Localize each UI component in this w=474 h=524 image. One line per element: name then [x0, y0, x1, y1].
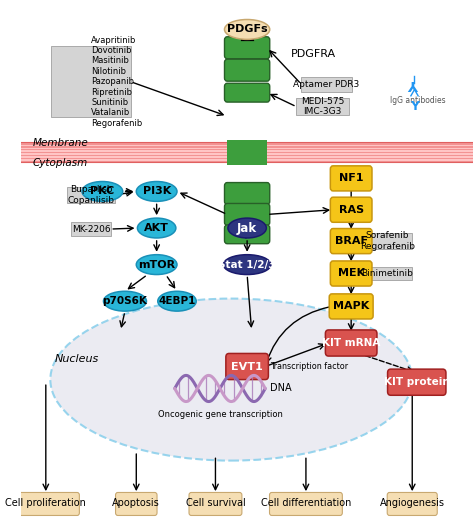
Text: Jak: Jak [237, 222, 257, 235]
FancyBboxPatch shape [387, 493, 437, 516]
Text: Cytoplasm: Cytoplasm [32, 158, 88, 168]
Text: 4EBP1: 4EBP1 [158, 296, 196, 306]
Text: MEDI-575
IMC-3G3: MEDI-575 IMC-3G3 [301, 97, 344, 116]
Ellipse shape [82, 181, 123, 201]
Text: MEK: MEK [337, 268, 365, 278]
Text: PI3K: PI3K [143, 187, 171, 196]
Text: PDGFs: PDGFs [227, 25, 267, 35]
Text: Nucleus: Nucleus [55, 354, 99, 364]
FancyBboxPatch shape [226, 354, 268, 379]
Bar [21, 145, 474, 146]
Text: Stat 1/2/3: Stat 1/2/3 [219, 259, 276, 270]
Bar [21, 143, 474, 145]
FancyBboxPatch shape [329, 294, 373, 319]
Text: EVT1: EVT1 [231, 362, 263, 372]
Bar [21, 158, 474, 159]
FancyBboxPatch shape [270, 493, 342, 516]
Text: p70S6K: p70S6K [102, 296, 147, 306]
FancyBboxPatch shape [363, 267, 411, 280]
Text: Aptamer PDR3: Aptamer PDR3 [293, 80, 359, 89]
FancyBboxPatch shape [72, 222, 111, 236]
Text: Angiogenesis: Angiogenesis [380, 498, 445, 508]
Bar [21, 159, 474, 161]
FancyBboxPatch shape [12, 493, 79, 516]
Text: NF1: NF1 [339, 173, 364, 183]
Text: PDGFRA: PDGFRA [291, 49, 336, 59]
Text: MK-2206: MK-2206 [72, 225, 110, 234]
Text: mTOR: mTOR [138, 259, 175, 270]
Ellipse shape [223, 255, 271, 275]
FancyBboxPatch shape [388, 369, 446, 395]
Bar [21, 155, 474, 156]
Text: RAS: RAS [338, 205, 364, 215]
FancyBboxPatch shape [225, 59, 270, 81]
Text: Cell differentiation: Cell differentiation [261, 498, 351, 508]
Ellipse shape [50, 299, 412, 461]
Text: MAPK: MAPK [333, 301, 369, 311]
FancyBboxPatch shape [225, 225, 270, 244]
Text: Transcription factor: Transcription factor [270, 362, 348, 371]
Ellipse shape [158, 291, 196, 311]
Text: KIT protein: KIT protein [384, 377, 450, 387]
Text: PKC: PKC [90, 187, 115, 196]
Text: Avapritinib
Dovotinib
Masitinib
Nilotinib
Pazopanib
Ripretinib
Sunitinib
Vatalan: Avapritinib Dovotinib Masitinib Nilotini… [91, 36, 142, 128]
FancyBboxPatch shape [225, 203, 270, 225]
Bar [21, 161, 474, 162]
FancyBboxPatch shape [51, 46, 131, 117]
FancyBboxPatch shape [330, 197, 372, 222]
Text: Oncogenic gene transcription: Oncogenic gene transcription [157, 410, 283, 419]
Text: DNA: DNA [270, 384, 292, 394]
Bar [21, 150, 474, 152]
Ellipse shape [103, 291, 146, 311]
FancyBboxPatch shape [225, 37, 270, 59]
Ellipse shape [137, 255, 177, 275]
FancyBboxPatch shape [67, 187, 115, 203]
Text: AKT: AKT [144, 223, 169, 233]
FancyBboxPatch shape [189, 493, 242, 516]
Ellipse shape [225, 19, 270, 39]
Text: Y: Y [410, 78, 419, 91]
Bar [21, 149, 474, 150]
Bar [21, 156, 474, 158]
FancyBboxPatch shape [227, 140, 267, 165]
Text: IgG antibodies: IgG antibodies [390, 96, 445, 105]
Bar [21, 148, 474, 149]
Bar [21, 154, 474, 155]
Text: BRAF: BRAF [335, 236, 368, 246]
FancyBboxPatch shape [301, 77, 352, 92]
FancyBboxPatch shape [225, 182, 270, 204]
Text: Binimetinib: Binimetinib [361, 269, 413, 278]
Text: Cell proliferation: Cell proliferation [5, 498, 86, 508]
Text: KIT mRNA: KIT mRNA [322, 338, 380, 348]
FancyBboxPatch shape [330, 228, 372, 254]
FancyBboxPatch shape [325, 330, 377, 356]
Text: Y: Y [410, 100, 419, 113]
Text: Membrane: Membrane [32, 138, 88, 148]
Ellipse shape [228, 218, 266, 238]
Text: Cell survival: Cell survival [186, 498, 246, 508]
FancyBboxPatch shape [225, 83, 270, 102]
Text: Sorafenib
Regorafenib: Sorafenib Regorafenib [360, 232, 415, 251]
FancyBboxPatch shape [296, 99, 349, 115]
FancyBboxPatch shape [330, 261, 372, 286]
FancyBboxPatch shape [363, 233, 411, 249]
FancyBboxPatch shape [116, 493, 157, 516]
Ellipse shape [137, 218, 176, 238]
Ellipse shape [137, 181, 177, 201]
Bar [21, 152, 474, 154]
Text: Apoptosis: Apoptosis [112, 498, 160, 508]
Text: Buparlisb
Copanlisib: Buparlisb Copanlisib [68, 185, 115, 205]
FancyBboxPatch shape [330, 166, 372, 191]
Bar [21, 146, 474, 148]
